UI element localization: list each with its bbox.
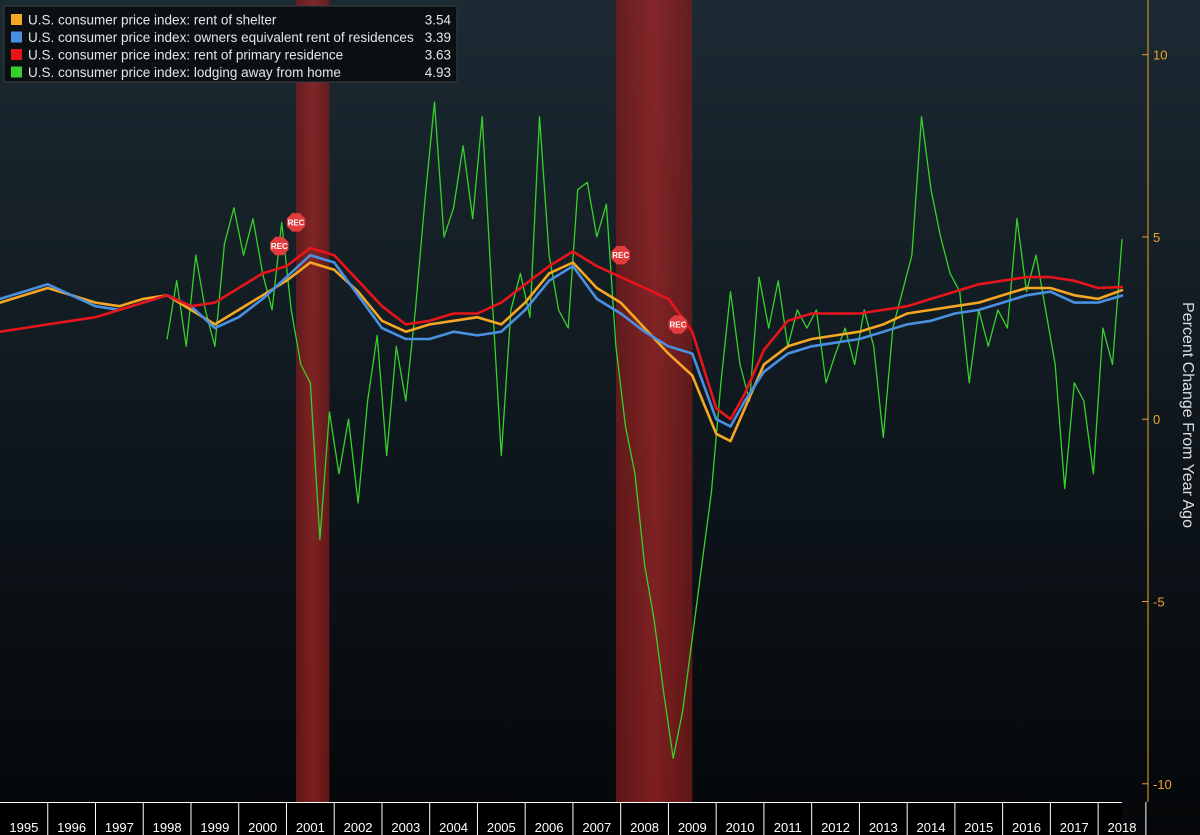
x-tick-label-6: 2000 <box>248 820 277 835</box>
series-lines <box>0 101 1124 759</box>
x-tick-label-15: 2009 <box>678 820 707 835</box>
legend: U.S. consumer price index: rent of shelt… <box>3 5 458 83</box>
x-tick-label-13: 2007 <box>582 820 611 835</box>
legend-value-4: 4.93 <box>425 65 451 80</box>
x-tick-label-21: 2015 <box>964 820 993 835</box>
x-tick-label-20: 2014 <box>917 820 946 835</box>
rec-marker-1 <box>270 236 289 256</box>
x-tick-label-10: 2004 <box>439 820 468 835</box>
rec-marker-label-1: REC <box>271 242 288 251</box>
x-tick-label-17: 2011 <box>774 820 802 835</box>
legend-value-1: 3.54 <box>425 13 452 28</box>
recession-band-1 <box>296 0 330 802</box>
recession-bands <box>296 0 693 802</box>
legend-swatch-3 <box>11 49 22 60</box>
y-tick-label-1: 10 <box>1153 48 1167 63</box>
x-tick-label-5: 1999 <box>200 820 229 835</box>
series-line-4 <box>166 101 1123 759</box>
x-tick-label-3: 1997 <box>105 820 134 835</box>
x-tick-label-18: 2012 <box>821 820 850 835</box>
x-tick-label-4: 1998 <box>153 820 182 835</box>
y-tick-label-4: -5 <box>1153 595 1165 610</box>
legend-label-3: U.S. consumer price index: rent of prima… <box>28 48 343 63</box>
x-tick-label-16: 2010 <box>726 820 755 835</box>
y-tick-label-3: 0 <box>1153 412 1160 427</box>
x-tick-label-9: 2003 <box>391 820 420 835</box>
x-tick-label-2: 1996 <box>57 820 86 835</box>
x-tick-label-1: 1995 <box>9 820 38 835</box>
x-tick-label-23: 2017 <box>1060 820 1089 835</box>
legend-value-3: 3.63 <box>425 48 451 63</box>
x-axis: 1995 1996 1997 1998 1999 2000 2001 2002 2003 2004… <box>0 802 1147 835</box>
x-tick-label-12: 2006 <box>535 820 564 835</box>
x-tick-label-19: 2013 <box>869 820 898 835</box>
series-line-3 <box>0 246 1124 421</box>
rec-marker-label-2: REC <box>288 218 305 227</box>
legend-swatch-4 <box>11 66 22 78</box>
y-tick-label-2: 5 <box>1153 230 1160 245</box>
y-tick-label-5: -10 <box>1153 777 1172 792</box>
x-axis-band <box>0 802 1122 835</box>
y-axis-label: Percent Change From Year Ago <box>1179 302 1196 528</box>
x-tick-label-8: 2002 <box>344 820 373 835</box>
x-tick-label-22: 2016 <box>1012 820 1041 835</box>
x-tick-label-7: 2001 <box>296 820 325 835</box>
legend-label-4: U.S. consumer price index: lodging away … <box>28 65 341 80</box>
legend-label-2: U.S. consumer price index: owners equiva… <box>28 30 414 45</box>
legend-swatch-1 <box>11 14 22 25</box>
series-line-1 <box>0 261 1124 443</box>
rec-marker-3 <box>611 245 630 265</box>
legend-value-2: 3.39 <box>425 30 451 45</box>
legend-swatch-2 <box>11 31 22 43</box>
x-tick-label-11: 2005 <box>487 820 516 835</box>
rec-marker-2 <box>286 213 306 232</box>
recession-markers: REC REC REC REC <box>270 213 688 334</box>
legend-background <box>3 5 458 83</box>
x-tick-label-14: 2008 <box>630 820 659 835</box>
rec-marker-label-3: REC <box>612 251 629 260</box>
rec-marker-4 <box>668 315 688 334</box>
legend-label-1: U.S. consumer price index: rent of shelt… <box>28 13 277 28</box>
x-tick-label-24: 2018 <box>1108 820 1137 835</box>
y-axis: 10 5 0 -5 -10 <box>1142 0 1172 802</box>
rec-marker-label-4: REC <box>670 320 687 329</box>
recession-band-2 <box>615 0 693 802</box>
